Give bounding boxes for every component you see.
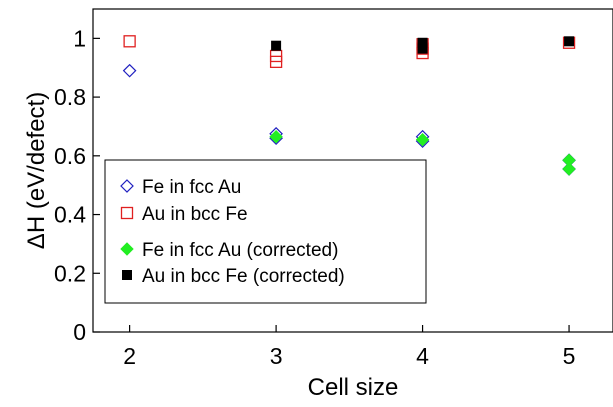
y-tick-label-0-8: 0.8 [54, 84, 86, 110]
legend: Fe in fcc Au Au in bcc Fe Fe in fcc Au (… [104, 159, 427, 304]
y-tick-label-0-6: 0.6 [54, 143, 86, 169]
x-tick-label-5: 5 [563, 343, 576, 369]
y-tick-label-1: 1 [73, 25, 86, 51]
data-markers [122, 35, 576, 176]
data-point-s1-0 [123, 35, 136, 48]
y-tick-labels: 0 0.2 0.4 0.6 0.8 1 [54, 25, 86, 345]
legend-label-au-in-bcc-fe-corrected: Au in bcc Fe (corrected) [142, 266, 345, 287]
x-tick-labels: 2 3 4 5 [123, 343, 575, 369]
data-point-s2-2 [562, 162, 576, 176]
legend-marker-3 [122, 270, 132, 280]
legend-box [104, 159, 427, 304]
legend-label-fe-in-fcc-au: Fe in fcc Au [142, 177, 241, 198]
y-tick-label-0-2: 0.2 [54, 260, 86, 286]
data-point-s3-0 [271, 40, 282, 51]
data-point-s3-2 [417, 37, 428, 48]
y-tick-label-0-4: 0.4 [54, 202, 86, 228]
x-tick-label-4: 4 [416, 343, 429, 369]
legend-label-au-in-bcc-fe: Au in bcc Fe [142, 204, 248, 225]
legend-label-fe-in-fcc-au-corrected: Fe in fcc Au (corrected) [142, 240, 338, 261]
plot-area [92, 8, 613, 333]
x-tick-label-3: 3 [270, 343, 283, 369]
data-point-s2-3 [562, 153, 576, 167]
x-axis-label: Cell size [308, 374, 399, 401]
legend-marker-1 [120, 206, 134, 220]
data-point-s2-0 [269, 130, 283, 144]
legend-marker-2 [120, 242, 134, 256]
data-point-s2-1 [415, 132, 430, 147]
data-point-s0-0 [122, 63, 137, 78]
plot-frame [92, 8, 613, 333]
legend-marker-0 [120, 179, 134, 193]
axis-ticks [93, 37, 570, 333]
data-point-s3-3 [564, 36, 575, 47]
y-tick-label-0: 0 [73, 319, 86, 345]
x-tick-label-2: 2 [123, 343, 136, 369]
y-axis-label: ΔH (eV/defect) [23, 92, 50, 249]
